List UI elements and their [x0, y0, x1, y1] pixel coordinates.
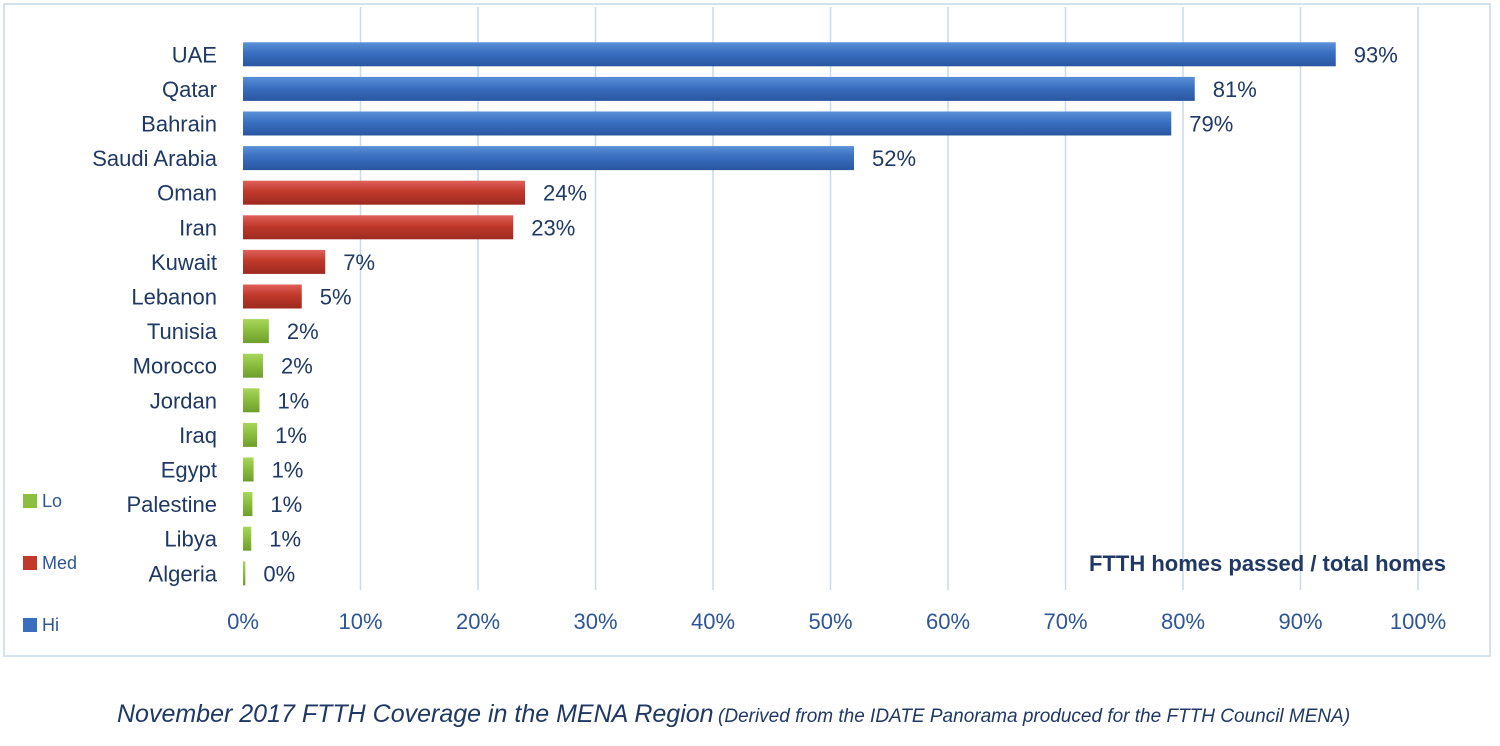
chart-caption: November 2017 FTTH Coverage in the MENA …	[117, 700, 1350, 729]
category-label: Jordan	[150, 388, 217, 413]
category-label: Iran	[179, 215, 217, 240]
value-label: 0%	[263, 561, 295, 586]
value-label: 5%	[320, 285, 352, 310]
x-tick-label: 80%	[1161, 609, 1205, 634]
legend-swatch	[23, 618, 37, 632]
category-label: Tunisia	[147, 319, 218, 344]
x-axis-title: FTTH homes passed / total homes	[1089, 551, 1446, 576]
x-tick-label: 0%	[227, 609, 259, 634]
category-label: Egypt	[161, 458, 217, 483]
value-label: 52%	[872, 146, 916, 171]
x-tick-label: 60%	[926, 609, 970, 634]
bar-morocco	[243, 353, 263, 378]
value-label: 1%	[272, 458, 304, 483]
value-label: 2%	[281, 354, 313, 379]
x-tick-label: 20%	[456, 609, 500, 634]
bar-palestine	[243, 492, 253, 517]
value-label: 23%	[531, 215, 575, 240]
category-label: Lebanon	[131, 285, 217, 310]
category-label: Saudi Arabia	[92, 146, 218, 171]
x-tick-label: 50%	[808, 609, 852, 634]
x-tick-label: 100%	[1390, 609, 1446, 634]
legend-label: Hi	[42, 615, 59, 635]
bar-oman	[243, 180, 525, 205]
category-label: Libya	[164, 527, 217, 552]
legend-label: Lo	[42, 491, 62, 511]
value-label: 24%	[543, 181, 587, 206]
bar-egypt	[243, 457, 254, 482]
value-label: 1%	[270, 492, 302, 517]
x-tick-label: 10%	[338, 609, 382, 634]
bar-jordan	[243, 388, 260, 413]
bar-lebanon	[243, 284, 302, 309]
bar-saudi-arabia	[243, 146, 854, 171]
bar-algeria	[243, 561, 246, 586]
x-tick-label: 70%	[1043, 609, 1087, 634]
category-label: Algeria	[149, 561, 218, 586]
bar-chart: UAE 93% Qatar 81% Bahrain 79% Saudi Arabia 52% O…	[23, 7, 1446, 635]
x-tick-label: 40%	[691, 609, 735, 634]
category-label: Morocco	[133, 354, 217, 379]
bar-uae	[243, 42, 1336, 67]
value-label: 1%	[275, 423, 307, 448]
legend-swatch	[23, 494, 37, 508]
value-label: 79%	[1189, 112, 1233, 137]
x-tick-label: 30%	[573, 609, 617, 634]
category-label: Palestine	[126, 492, 217, 517]
bar-iran	[243, 215, 514, 240]
value-label: 1%	[277, 388, 309, 413]
bar-bahrain	[243, 111, 1172, 136]
value-label: 7%	[343, 250, 375, 275]
category-label: Iraq	[179, 423, 217, 448]
category-label: UAE	[172, 42, 217, 67]
value-label: 81%	[1213, 77, 1257, 102]
caption-title: November 2017 FTTH Coverage in the MENA …	[117, 700, 714, 728]
category-label: Kuwait	[151, 250, 217, 275]
value-label: 93%	[1354, 42, 1398, 67]
legend-label: Med	[42, 553, 77, 573]
category-label: Oman	[157, 181, 217, 206]
bar-qatar	[243, 76, 1195, 101]
value-label: 2%	[287, 319, 319, 344]
category-label: Qatar	[162, 77, 217, 102]
x-tick-label: 90%	[1278, 609, 1322, 634]
caption-source: (Derived from the IDATE Panorama produce…	[718, 706, 1351, 727]
bar-iraq	[243, 422, 258, 447]
bar-tunisia	[243, 319, 269, 344]
chart-frame: UAE 93% Qatar 81% Bahrain 79% Saudi Arabia 52% O…	[3, 3, 1491, 657]
category-label: Bahrain	[141, 112, 217, 137]
value-label: 1%	[269, 527, 301, 552]
legend-swatch	[23, 556, 37, 570]
bar-kuwait	[243, 249, 326, 274]
bar-libya	[243, 526, 252, 551]
